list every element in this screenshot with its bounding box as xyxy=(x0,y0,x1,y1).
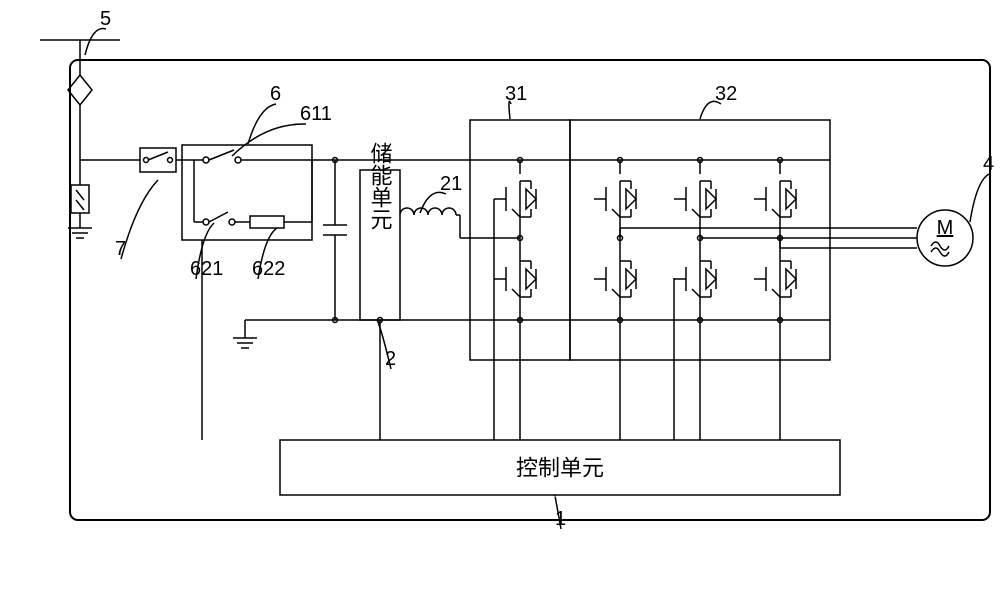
svg-text:6: 6 xyxy=(270,83,281,105)
svg-text:622: 622 xyxy=(252,258,285,280)
svg-text:4: 4 xyxy=(983,153,994,175)
svg-text:M: M xyxy=(937,217,954,239)
svg-text:32: 32 xyxy=(715,83,737,105)
svg-text:31: 31 xyxy=(505,83,527,105)
svg-text:1: 1 xyxy=(555,508,566,530)
svg-text:5: 5 xyxy=(100,8,111,30)
svg-text:储能单元: 储能单元 xyxy=(368,142,393,230)
svg-text:2: 2 xyxy=(385,348,396,370)
svg-text:21: 21 xyxy=(440,173,462,195)
svg-text:611: 611 xyxy=(300,103,332,125)
svg-text:621: 621 xyxy=(190,258,223,280)
svg-text:控制单元: 控制单元 xyxy=(516,456,604,481)
svg-text:7: 7 xyxy=(115,238,126,260)
